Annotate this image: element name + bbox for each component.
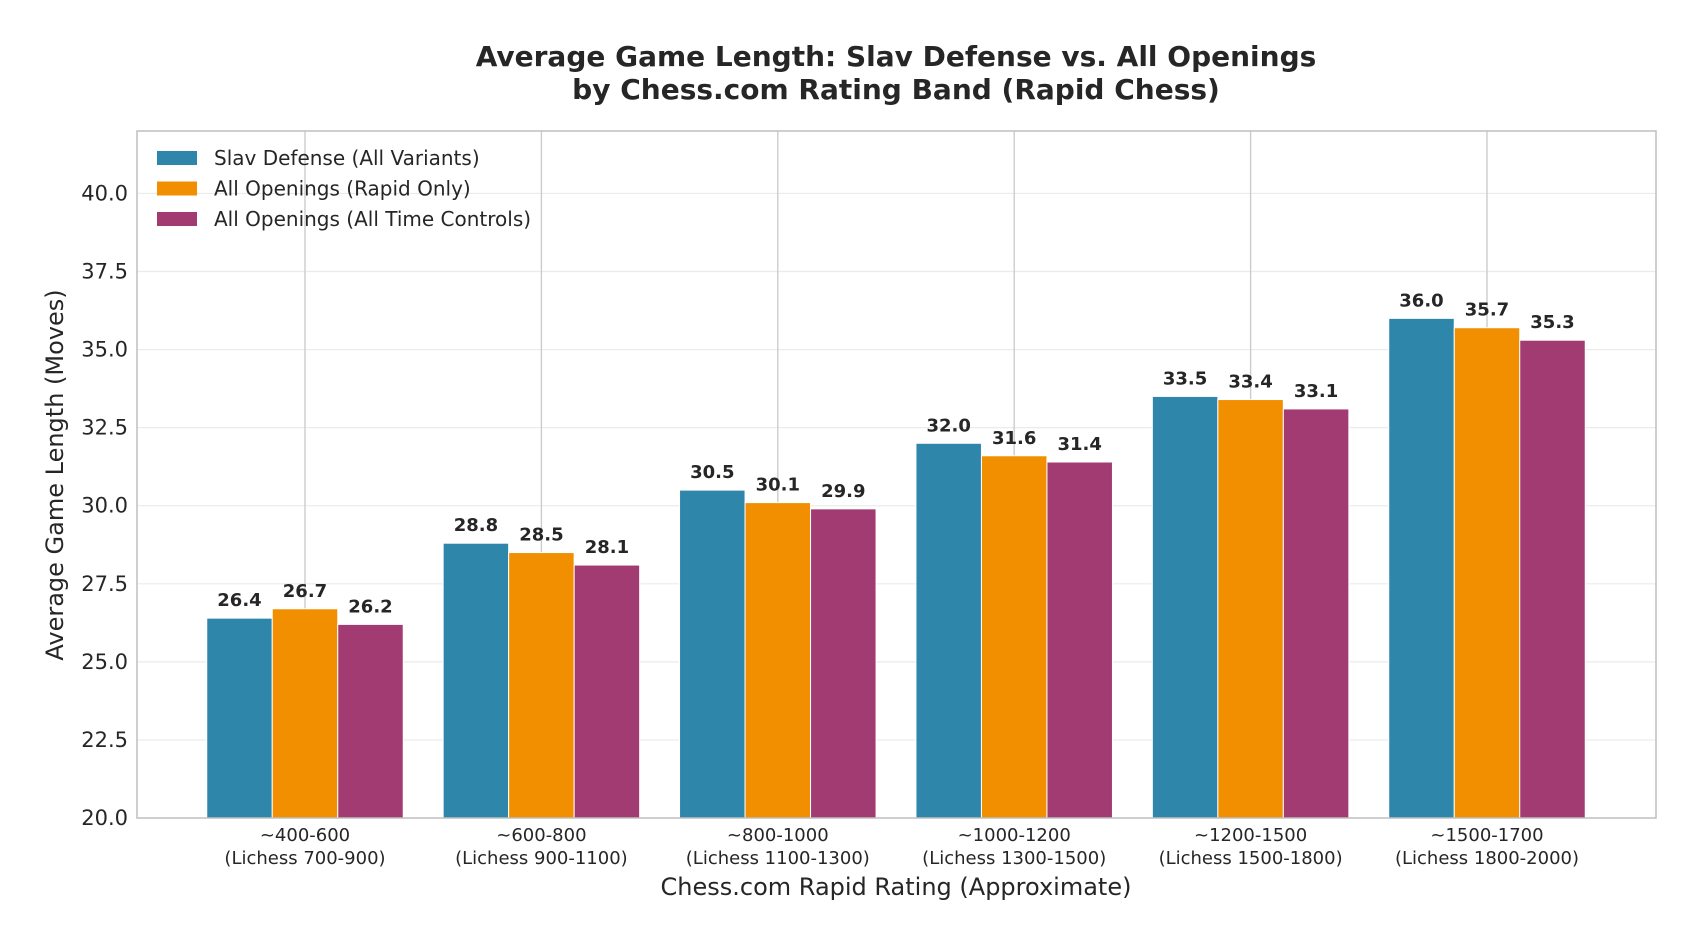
bar bbox=[1453, 327, 1521, 819]
y-tick-label: 22.5 bbox=[81, 728, 128, 752]
bar-value-label: 26.7 bbox=[283, 581, 327, 602]
x-tick-label: ~600-800 bbox=[496, 825, 586, 846]
bar-value-label: 28.5 bbox=[519, 525, 563, 546]
bar-value-label: 33.1 bbox=[1294, 381, 1338, 402]
bar-value-label: 28.1 bbox=[585, 537, 629, 558]
x-axis-ticks: ~400-600(Lichess 700-900)~600-800(Liches… bbox=[224, 825, 1579, 869]
x-tick-label: ~800-1000 bbox=[727, 825, 829, 846]
x-tick-label: ~1500-1700 bbox=[1430, 825, 1543, 846]
legend-swatch bbox=[157, 212, 197, 226]
bar-value-label: 33.4 bbox=[1228, 372, 1272, 393]
bar-value-label: 35.7 bbox=[1465, 300, 1509, 321]
bar bbox=[1046, 461, 1113, 819]
x-tick-sublabel: (Lichess 700-900) bbox=[224, 848, 385, 869]
legend: Slav Defense (All Variants) All Openings … bbox=[157, 146, 531, 231]
bar-value-label: 30.5 bbox=[690, 462, 734, 483]
x-tick-label: ~1000-1200 bbox=[958, 825, 1071, 846]
x-tick-label: ~1200-1500 bbox=[1194, 825, 1307, 846]
bars bbox=[206, 317, 1586, 819]
bar-value-label: 36.0 bbox=[1399, 290, 1443, 311]
bar-value-label: 33.5 bbox=[1163, 368, 1207, 389]
legend-label: All Openings (Rapid Only) bbox=[214, 177, 471, 201]
bar-value-label: 30.1 bbox=[756, 475, 800, 496]
bar-value-label: 31.6 bbox=[992, 428, 1036, 449]
legend-label: Slav Defense (All Variants) bbox=[214, 146, 480, 170]
bar-value-label: 26.2 bbox=[348, 596, 392, 617]
bar-value-label: 29.9 bbox=[821, 481, 865, 502]
bar bbox=[744, 502, 812, 819]
x-tick-sublabel: (Lichess 1800-2000) bbox=[1395, 848, 1579, 869]
legend-swatch bbox=[157, 151, 197, 165]
legend-label: All Openings (All Time Controls) bbox=[214, 207, 531, 231]
bar bbox=[980, 455, 1048, 819]
bar-value-label: 35.3 bbox=[1530, 312, 1574, 333]
y-tick-label: 25.0 bbox=[81, 650, 128, 674]
bar bbox=[508, 552, 575, 819]
bar bbox=[1151, 395, 1219, 819]
y-tick-label: 27.5 bbox=[81, 572, 128, 596]
x-axis-label: Chess.com Rapid Rating (Approximate) bbox=[661, 873, 1132, 901]
plot-frame bbox=[136, 130, 1657, 819]
bar bbox=[810, 508, 877, 819]
bar-value-label: 32.0 bbox=[926, 415, 970, 436]
chart-subtitle: by Chess.com Rating Band (Rapid Chess) bbox=[572, 73, 1220, 106]
bar bbox=[915, 442, 982, 819]
x-tick-label: ~400-600 bbox=[260, 825, 350, 846]
y-tick-label: 40.0 bbox=[81, 181, 128, 205]
bar bbox=[206, 617, 273, 819]
y-axis-ticks: 20.0 22.5 25.0 27.5 30.0 32.5 35.0 37.5 40.0 bbox=[81, 181, 128, 830]
bar bbox=[573, 564, 641, 819]
x-tick-sublabel: (Lichess 1300-1500) bbox=[922, 848, 1106, 869]
bar bbox=[271, 608, 339, 819]
bar-value-label: 31.4 bbox=[1057, 434, 1101, 455]
y-axis-label: Average Game Length (Moves) bbox=[41, 289, 69, 660]
bar bbox=[1388, 317, 1455, 819]
bar bbox=[1282, 408, 1350, 819]
legend-swatch bbox=[157, 181, 197, 196]
bar-labels: 26.4 28.8 30.5 32.0 33.5 36.0 26.7 28.5 30.1 31.6… bbox=[217, 290, 1574, 617]
x-tick-sublabel: (Lichess 1500-1800) bbox=[1159, 848, 1343, 869]
y-tick-label: 30.0 bbox=[81, 494, 128, 518]
bar bbox=[1519, 339, 1586, 819]
y-tick-label: 32.5 bbox=[81, 416, 128, 440]
y-tick-label: 20.0 bbox=[81, 806, 128, 830]
chart-title: Average Game Length: Slav Defense vs. Al… bbox=[476, 40, 1317, 73]
x-tick-sublabel: (Lichess 900-1100) bbox=[455, 848, 628, 869]
bar bbox=[337, 623, 404, 819]
bar bbox=[442, 542, 510, 819]
bar bbox=[679, 489, 746, 819]
bar-value-label: 26.4 bbox=[217, 590, 261, 611]
bar-value-label: 28.8 bbox=[454, 515, 498, 536]
y-tick-label: 37.5 bbox=[81, 260, 128, 284]
y-tick-label: 35.0 bbox=[81, 338, 128, 362]
x-tick-sublabel: (Lichess 1100-1300) bbox=[686, 848, 870, 869]
bar bbox=[1217, 399, 1284, 819]
